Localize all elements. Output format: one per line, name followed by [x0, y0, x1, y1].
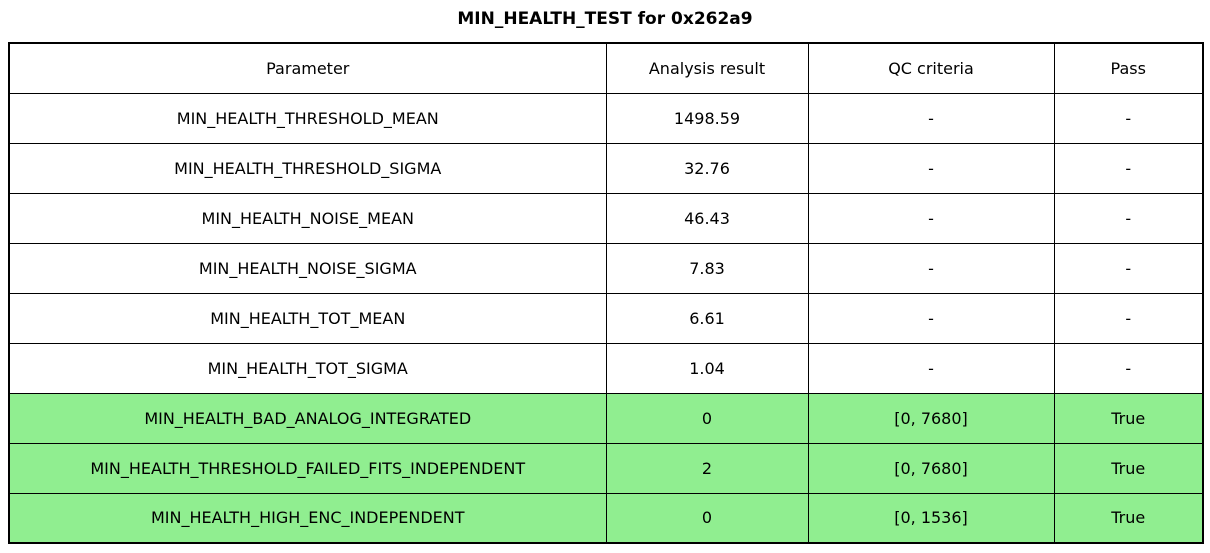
analysis-result-cell: 1498.59: [605, 92, 809, 144]
table-row: MIN_HEALTH_THRESHOLD_FAILED_FITS_INDEPEN…: [8, 442, 1204, 494]
table-row: MIN_HEALTH_NOISE_SIGMA 7.83- -: [8, 242, 1204, 294]
table-row: MIN_HEALTH_TOT_MEAN 6.61- -: [8, 292, 1204, 344]
table-row: MIN_HEALTH_NOISE_MEAN 46.43- -: [8, 192, 1204, 244]
qc-criteria-cell: -: [807, 242, 1055, 294]
qc-criteria-cell: -: [807, 192, 1055, 244]
parameter-cell: MIN_HEALTH_HIGH_ENC_INDEPENDENT: [8, 492, 607, 544]
analysis-result-cell: 7.83: [605, 242, 809, 294]
pass-cell: True: [1053, 442, 1204, 494]
col-header-pass: Pass: [1053, 42, 1204, 94]
col-header-parameter: Parameter: [8, 42, 607, 94]
qc-criteria-cell: [0, 7680]: [807, 392, 1055, 444]
analysis-result-cell: 0: [605, 492, 809, 544]
table-row: MIN_HEALTH_THRESHOLD_MEAN 1498.59- -: [8, 92, 1204, 144]
analysis-result-cell: 1.04: [605, 342, 809, 394]
analysis-result-cell: 46.43: [605, 192, 809, 244]
figure-title: MIN_HEALTH_TEST for 0x262a9: [457, 9, 753, 29]
parameter-cell: MIN_HEALTH_THRESHOLD_SIGMA: [8, 142, 607, 194]
header-row: Parameter Analysis result QC criteria Pa…: [8, 42, 1204, 94]
qc-criteria-cell: [0, 7680]: [807, 442, 1055, 494]
qc-criteria-cell: -: [807, 342, 1055, 394]
parameter-cell: MIN_HEALTH_THRESHOLD_FAILED_FITS_INDEPEN…: [8, 442, 607, 494]
table-row: MIN_HEALTH_TOT_SIGMA 1.04- -: [8, 342, 1204, 394]
parameter-cell: MIN_HEALTH_BAD_ANALOG_INTEGRATED: [8, 392, 607, 444]
pass-cell: -: [1053, 92, 1204, 144]
table-row: MIN_HEALTH_BAD_ANALOG_INTEGRATED 0 [0, 768…: [8, 392, 1204, 444]
analysis-result-cell: 32.76: [605, 142, 809, 194]
parameter-cell: MIN_HEALTH_NOISE_SIGMA: [8, 242, 607, 294]
pass-cell: -: [1053, 192, 1204, 244]
qc-criteria-cell: [0, 1536]: [807, 492, 1055, 544]
qc-criteria-cell: -: [807, 92, 1055, 144]
col-header-analysis-result: Analysis result: [605, 42, 809, 94]
qc-criteria-cell: -: [807, 292, 1055, 344]
parameter-cell: MIN_HEALTH_TOT_SIGMA: [8, 342, 607, 394]
analysis-result-cell: 2: [605, 442, 809, 494]
table-body: MIN_HEALTH_THRESHOLD_MEAN 1498.59- - MIN_HE…: [8, 92, 1204, 544]
qc-results-table: Parameter Analysis result QC criteria Pa…: [8, 42, 1204, 544]
analysis-result-cell: 0: [605, 392, 809, 444]
col-header-qc-criteria: QC criteria: [807, 42, 1055, 94]
pass-cell: True: [1053, 392, 1204, 444]
parameter-cell: MIN_HEALTH_THRESHOLD_MEAN: [8, 92, 607, 144]
qc-criteria-cell: -: [807, 142, 1055, 194]
pass-cell: True: [1053, 492, 1204, 544]
pass-cell: -: [1053, 142, 1204, 194]
parameter-cell: MIN_HEALTH_TOT_MEAN: [8, 292, 607, 344]
table-row: MIN_HEALTH_THRESHOLD_SIGMA 32.76- -: [8, 142, 1204, 194]
analysis-result-cell: 6.61: [605, 292, 809, 344]
pass-cell: -: [1053, 242, 1204, 294]
pass-cell: -: [1053, 292, 1204, 344]
parameter-cell: MIN_HEALTH_NOISE_MEAN: [8, 192, 607, 244]
table-row: MIN_HEALTH_HIGH_ENC_INDEPENDENT 0 [0, 1536…: [8, 492, 1204, 544]
pass-cell: -: [1053, 342, 1204, 394]
